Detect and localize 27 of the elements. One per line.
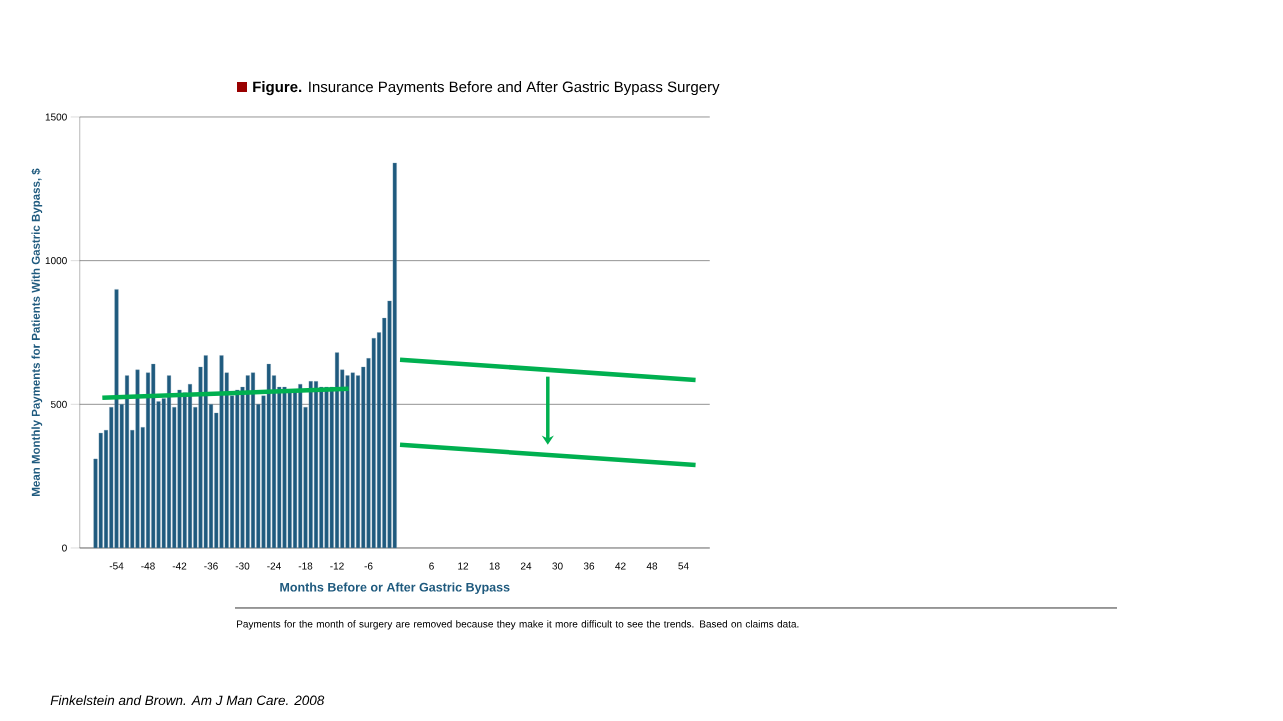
- x-tick-label: 42: [615, 562, 626, 570]
- y-tick-label: 1000: [45, 257, 67, 265]
- x-tick-label: 36: [583, 562, 595, 570]
- x-tick-label: -54: [109, 562, 124, 570]
- y-tick-label: 1500: [45, 113, 67, 121]
- x-tick-label: 30: [552, 562, 563, 570]
- chart-title: Figure. Insurance Payments Before and After Gastric Bypass Surgery: [253, 81, 720, 96]
- x-tick-label: -12: [330, 562, 344, 570]
- x-tick-label: -42: [172, 562, 187, 570]
- x-tick-label: 54: [678, 562, 689, 570]
- y-tick-label: 500: [50, 400, 67, 408]
- x-tick-label: 24: [520, 562, 532, 570]
- x-tick-label: 6: [429, 562, 434, 570]
- x-tick-label: -24: [267, 562, 281, 570]
- x-tick-label: -18: [298, 562, 313, 570]
- x-tick-label: 18: [489, 562, 500, 570]
- x-tick-label: -6: [364, 562, 373, 570]
- x-tick-label: 12: [458, 562, 469, 570]
- x-tick-label: -48: [141, 562, 155, 570]
- x-tick-label: 48: [646, 562, 658, 570]
- text: Payments for the month of surgery are removed because they make it more difficult to see the trends. Based on claims data.: [237, 620, 799, 630]
- y-tick-label: 0: [62, 544, 67, 552]
- x-axis-title: Months Before or After Gastric Bypass: [280, 582, 510, 595]
- x-tick-label: -36: [204, 562, 218, 570]
- y-axis-title: Mean Monthly Payments for Patients With Gastric Bypass, $: [31, 168, 43, 496]
- x-tick-label: -30: [235, 562, 250, 570]
- text: Finkelstein and Brown. Am J Man Care. 2008: [50, 695, 325, 706]
